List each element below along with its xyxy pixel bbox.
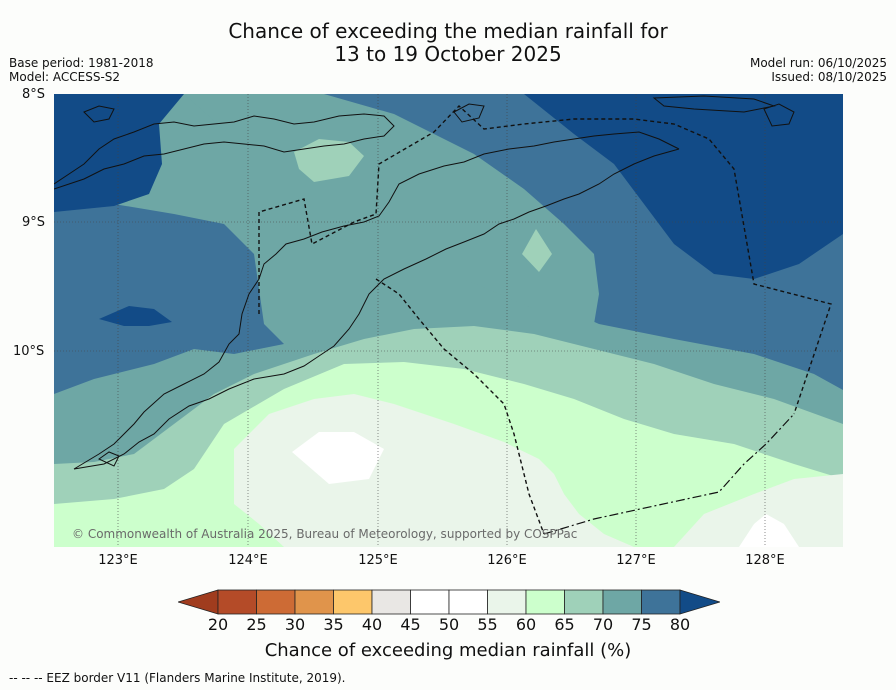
title-line-1: Chance of exceeding the median rainfall …	[228, 19, 668, 43]
colorbar-tick-label: 60	[515, 615, 537, 634]
colorbar-tick-label: 25	[246, 615, 267, 634]
model-run: Model run: 06/10/2025	[749, 56, 887, 70]
model-name: Model: ACCESS-S2	[9, 70, 121, 84]
colorbar-tick-label: 20	[207, 615, 229, 634]
coast-islet-a	[83, 105, 115, 123]
zone-75-80-left	[54, 184, 284, 394]
colorbar-segment	[371, 589, 411, 615]
colorbar-segment	[564, 589, 604, 615]
colorbar-segment	[410, 589, 450, 615]
colorbar-segment	[333, 589, 373, 615]
copyright-notice: © Commonwealth of Australia 2025, Bureau…	[72, 527, 578, 541]
rainfall-map	[54, 94, 843, 547]
zone-65-70-island-a	[294, 139, 364, 182]
colorbar-segment	[256, 589, 296, 615]
colorbar-segment	[602, 589, 642, 615]
lat-label-9s: 9°S	[22, 215, 46, 230]
map-title: Chance of exceeding the median rainfall …	[0, 20, 896, 66]
meta-right: Model run: 06/10/2025 Issued: 08/10/2025	[750, 56, 887, 84]
eez-borders	[258, 105, 832, 535]
colorbar-segment	[525, 589, 565, 615]
lon-label-123e: 123°E	[98, 553, 138, 568]
colorbar-tick-label: 65	[554, 615, 575, 634]
lat-label-10s: 10°S	[13, 344, 45, 359]
colorbar-tick-label: 75	[631, 615, 652, 634]
lat-label-8s: 8°S	[22, 87, 46, 102]
colorbar-segment	[448, 589, 488, 615]
coast-islet-d	[652, 95, 776, 113]
lon-label-125e: 125°E	[358, 553, 398, 568]
zone-80-top-left	[54, 94, 184, 212]
colorbar-tick-label: 35	[323, 615, 344, 634]
zone-55-60-right	[674, 474, 843, 547]
colorbar-arrow-high	[679, 589, 720, 615]
coast-flores	[54, 113, 395, 190]
coast-timor-south	[73, 148, 680, 470]
zone-65-70-island-b	[522, 229, 552, 272]
colorbar-tick-label: 45	[400, 615, 421, 634]
colorbar-tick-label: 70	[592, 615, 614, 634]
colorbar-tick-label: 30	[284, 615, 306, 634]
colorbar-title: Chance of exceeding median rainfall (%)	[264, 640, 632, 661]
meta-left: Base period: 1981-2018 Model: ACCESS-S2	[9, 56, 154, 84]
lon-label-124e: 124°E	[228, 553, 268, 568]
colorbar-tick-label: 50	[438, 615, 460, 634]
zone-80-top-right	[524, 94, 843, 279]
coast-islet-e	[98, 451, 120, 467]
coast-islet-b	[453, 103, 485, 123]
issued-date: Issued: 08/10/2025	[771, 70, 887, 84]
title-line-2: 13 to 19 October 2025	[334, 42, 562, 66]
eez-west	[258, 105, 832, 415]
zone-80-blob	[99, 306, 172, 326]
lon-label-128e: 128°E	[745, 553, 785, 568]
colorbar-segment	[217, 589, 257, 615]
coastlines	[54, 95, 795, 470]
coast-timor-north	[73, 131, 680, 470]
eez-south-border	[543, 413, 795, 535]
zone-45-55-right	[739, 514, 799, 547]
colorbar-tick-label: 55	[477, 615, 498, 634]
base-period: Base period: 1981-2018	[9, 56, 154, 70]
colorbar-arrow-low	[178, 589, 219, 615]
lon-label-127e: 127°E	[616, 553, 656, 568]
colorbar	[178, 589, 720, 615]
colorbar-segments	[178, 589, 720, 615]
colorbar-tick-label: 40	[361, 615, 383, 634]
coast-islet-c	[763, 103, 795, 127]
eez-south	[375, 278, 545, 535]
colorbar-ticks: 20 25 30 35 40 45 50 55 60 65 70 75 80	[0, 615, 896, 637]
eez-footnote: -- -- -- EEZ border V11 (Flanders Marine…	[9, 671, 346, 685]
lon-label-126e: 126°E	[487, 553, 527, 568]
colorbar-tick-label: 80	[669, 615, 691, 634]
colorbar-segment	[641, 589, 681, 615]
colorbar-segment	[487, 589, 527, 615]
colorbar-segment	[294, 589, 334, 615]
zone-45-55-center	[292, 432, 384, 484]
